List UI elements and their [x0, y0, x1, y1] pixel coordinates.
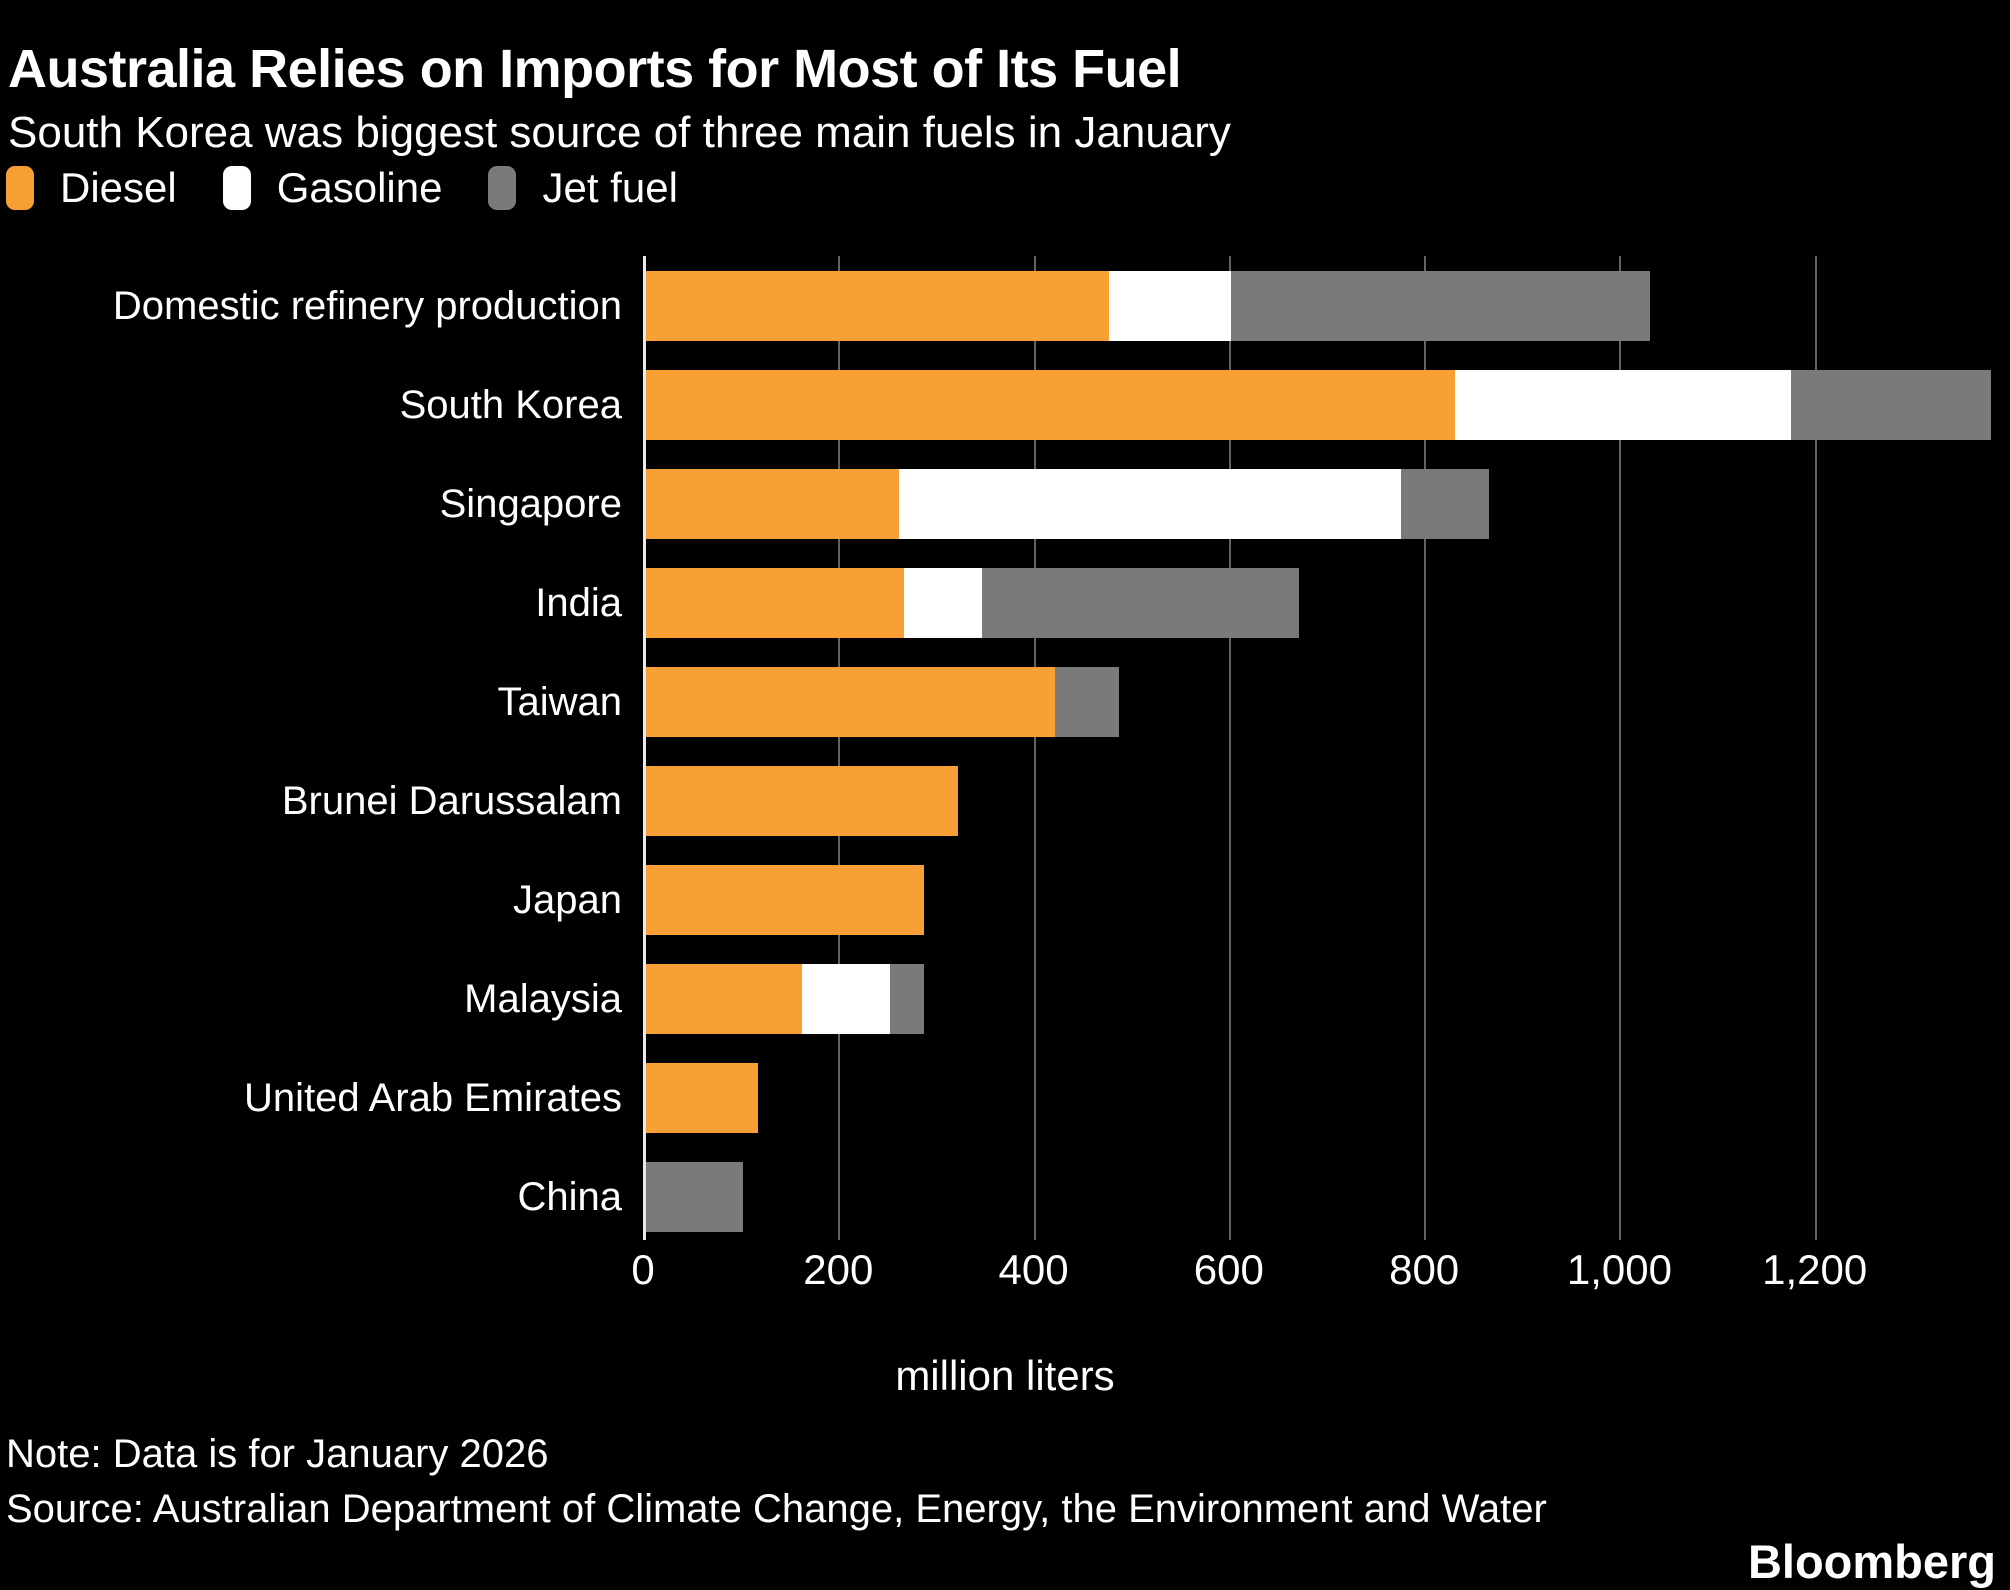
x-tick-label-1200: 1,200	[1762, 1246, 1868, 1293]
legend-label: Diesel	[60, 164, 177, 211]
category-label: Taiwan	[497, 679, 622, 724]
category-label: Brunei Darussalam	[281, 778, 622, 823]
gridline-600	[1228, 256, 1231, 1240]
gridline-1000	[1619, 256, 1622, 1240]
bar-track	[646, 864, 2010, 935]
bar-segment-diesel	[646, 963, 802, 1034]
legend-item-diesel: Diesel	[6, 164, 177, 212]
chart-subtitle: South Korea was biggest source of three …	[8, 107, 1231, 157]
bar-segment-diesel	[646, 567, 905, 638]
bar-row-japan: Japan	[0, 850, 2010, 949]
bar-row-united-arab-emirates: United Arab Emirates	[0, 1048, 2010, 1147]
bar-segment-jet-fuel	[1790, 369, 1991, 440]
bar-segment-diesel	[646, 765, 958, 836]
x-axis-ticks: 0 200 400 600 800 1,000 1,200	[0, 1246, 2010, 1296]
category-label: Domestic refinery production	[112, 283, 622, 328]
bar-track	[646, 567, 2010, 638]
bar-track	[646, 1161, 2010, 1232]
bar-segment-gasoline	[904, 567, 983, 638]
legend-swatch-diesel	[6, 166, 34, 210]
bar-segment-diesel	[646, 1062, 759, 1133]
bar-row-brunei-darussalam: Brunei Darussalam	[0, 751, 2010, 850]
legend-item-jet-fuel: Jet fuel	[488, 164, 678, 212]
bar-segment-diesel	[646, 864, 924, 935]
chart-source: Source: Australian Department of Climate…	[6, 1487, 1547, 1531]
bar-row-south-korea: South Korea	[0, 355, 2010, 454]
bloomberg-logo: Bloomberg	[1747, 1535, 1996, 1588]
bar-track	[646, 1062, 2010, 1133]
bar-row-india: India	[0, 553, 2010, 652]
bar-segment-gasoline	[899, 468, 1402, 539]
bar-row-domestic-refinery-production: Domestic refinery production	[0, 256, 2010, 355]
bar-chart: Domestic refinery production South Korea S…	[0, 256, 2010, 1246]
bar-segment-gasoline	[801, 963, 890, 1034]
x-tick-label-800: 800	[1389, 1246, 1460, 1293]
bar-segment-jet-fuel	[1401, 468, 1489, 539]
bar-segment-diesel	[646, 369, 1455, 440]
bar-segment-jet-fuel	[646, 1161, 744, 1232]
category-label: Japan	[513, 877, 622, 922]
bar-segment-diesel	[646, 468, 900, 539]
bar-track	[646, 468, 2010, 539]
x-tick-label-0: 0	[631, 1246, 655, 1293]
bar-track	[646, 963, 2010, 1034]
x-tick-label-200: 200	[803, 1246, 874, 1293]
legend-label: Jet fuel	[542, 164, 678, 211]
legend-item-gasoline: Gasoline	[222, 164, 443, 212]
gridline-400	[1033, 256, 1036, 1240]
bar-track	[646, 369, 2010, 440]
bar-segment-diesel	[646, 666, 1056, 737]
x-tick-label-600: 600	[1193, 1246, 1264, 1293]
category-label: South Korea	[399, 382, 622, 427]
legend-label: Gasoline	[276, 164, 443, 211]
bar-segment-gasoline	[1454, 369, 1791, 440]
chart-note: Note: Data is for January 2026	[6, 1432, 549, 1476]
bar-segment-jet-fuel	[982, 567, 1299, 638]
category-label: China	[517, 1174, 622, 1219]
bar-row-taiwan: Taiwan	[0, 652, 2010, 751]
x-tick-label-1000: 1,000	[1566, 1246, 1672, 1293]
bar-segment-jet-fuel	[889, 963, 924, 1034]
bar-segment-gasoline	[1108, 270, 1231, 341]
bar-track	[646, 270, 2010, 341]
bar-segment-diesel	[646, 270, 1109, 341]
category-label: Singapore	[439, 481, 622, 526]
x-tick-label-400: 400	[998, 1246, 1069, 1293]
category-label: Malaysia	[464, 976, 622, 1021]
bar-row-singapore: Singapore	[0, 454, 2010, 553]
category-label: United Arab Emirates	[244, 1075, 622, 1120]
legend-swatch-gasoline	[222, 166, 251, 210]
x-axis-title: million liters	[895, 1352, 1115, 1399]
legend-swatch-jet-fuel	[488, 166, 517, 210]
gridline-1200	[1814, 256, 1817, 1240]
bar-row-malaysia: Malaysia	[0, 949, 2010, 1048]
chart-title: Australia Relies on Imports for Most of …	[8, 39, 1182, 100]
bar-track	[646, 765, 2010, 836]
bar-row-china: China	[0, 1147, 2010, 1246]
category-label: India	[535, 580, 622, 625]
grid-layer	[643, 256, 2010, 1240]
bar-track	[646, 666, 2010, 737]
gridline-800	[1424, 256, 1427, 1240]
legend: Diesel Gasoline Jet fuel	[6, 164, 678, 212]
gridline-200	[838, 256, 841, 1240]
bar-segment-jet-fuel	[1055, 666, 1119, 737]
y-axis-line	[643, 256, 646, 1240]
bar-segment-jet-fuel	[1230, 270, 1650, 341]
